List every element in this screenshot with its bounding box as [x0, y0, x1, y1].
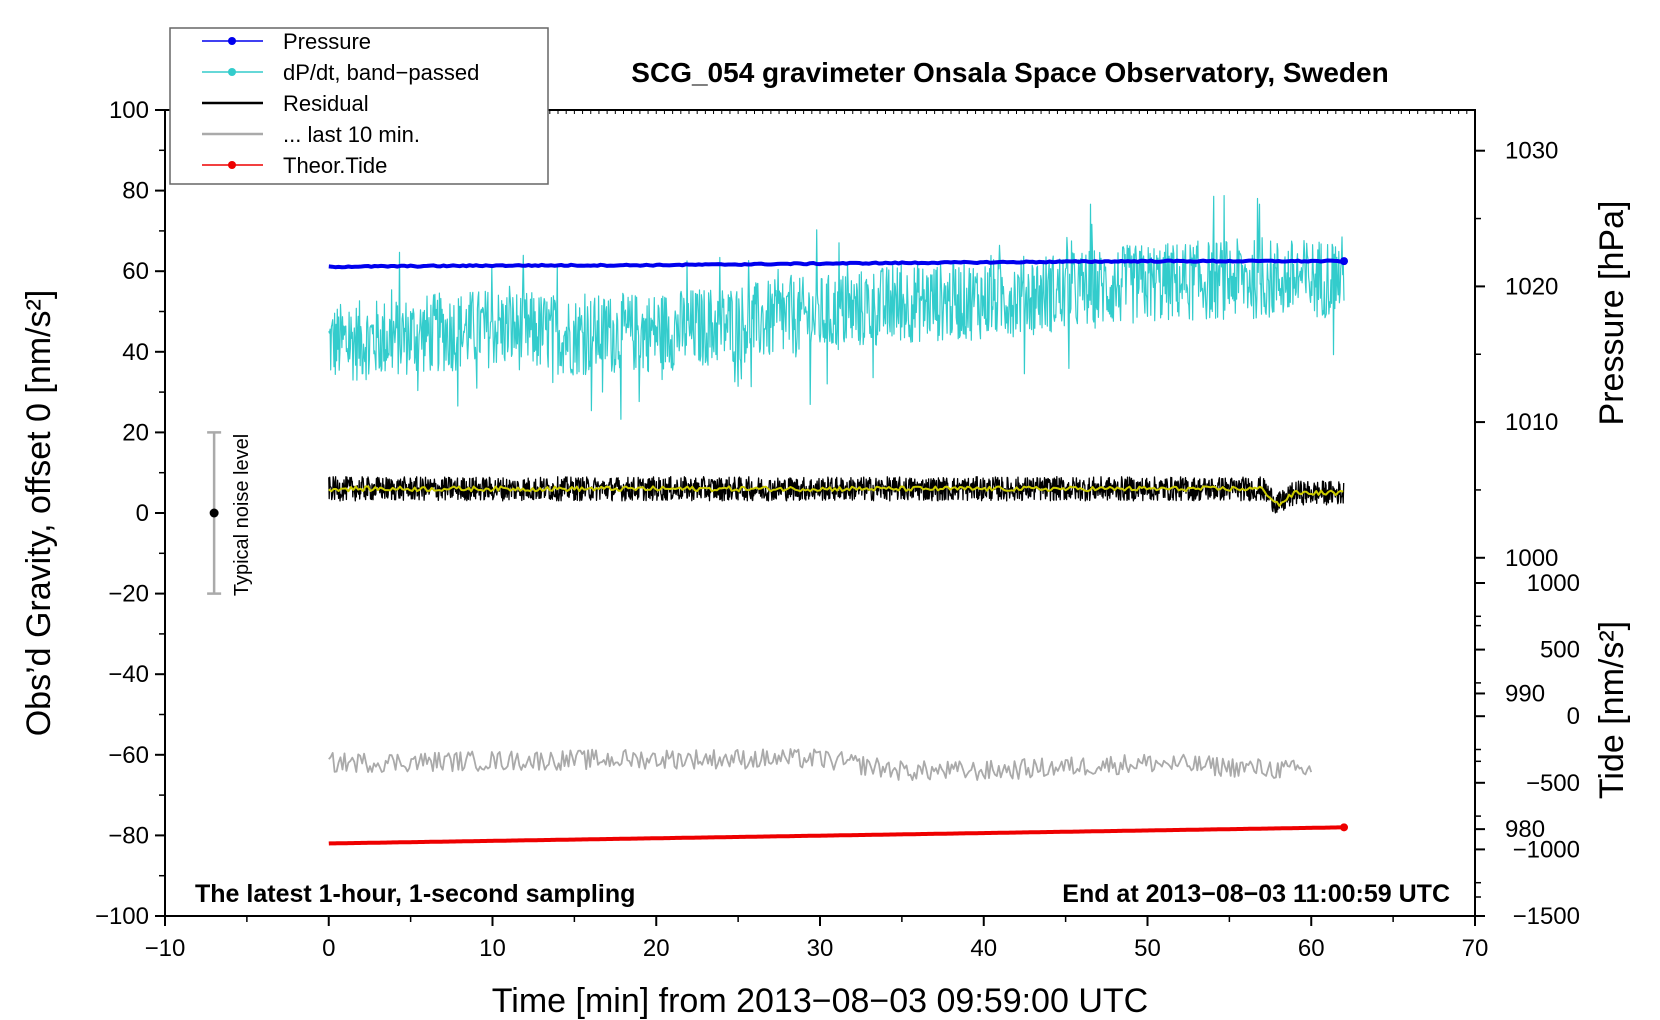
chart-title: SCG_054 gravimeter Onsala Space Observat… — [631, 57, 1388, 88]
y-tick-label: 0 — [136, 500, 149, 527]
tide-tick-label: −1500 — [1513, 903, 1580, 930]
y-tick-label: −80 — [108, 822, 149, 849]
legend-label: Residual — [283, 91, 369, 116]
plot-frame — [164, 109, 1476, 917]
legend-label: ... last 10 min. — [283, 122, 420, 147]
x-tick-label: 10 — [479, 935, 506, 962]
y-axis-label-left: Obs’d Gravity, offset 0 [nm/s²] — [20, 290, 58, 737]
y-tick-label: −60 — [108, 742, 149, 769]
pressure-tick-label: 1000 — [1505, 545, 1558, 572]
legend-label: dP/dt, band−passed — [283, 60, 479, 85]
series-residual-smoothed-line — [328, 485, 1344, 507]
x-tick-label: 40 — [970, 935, 997, 962]
pressure-tick-label: 1020 — [1505, 273, 1558, 300]
y-tick-label: 60 — [122, 258, 149, 285]
y-axis-label-tide: Tide [nm/s²] — [1593, 621, 1631, 799]
x-tick-label: 50 — [1134, 935, 1161, 962]
tide-tick-label: 500 — [1540, 637, 1580, 664]
pressure-tick-label: 1030 — [1505, 138, 1558, 165]
series-residual-line — [328, 476, 1345, 514]
axes-layer: −10 0 10 20 30 40 50 60 70−100−80−60−40−20020406… — [95, 97, 1580, 962]
y-tick-label: 20 — [122, 419, 149, 446]
y-tick-label: −20 — [108, 581, 149, 608]
legend-label: Pressure — [283, 29, 371, 54]
annotation-end-time: End at 2013−08−03 11:00:59 UTC — [1062, 880, 1450, 908]
x-tick-label: 70 — [1462, 935, 1489, 962]
pressure-tick-label: 980 — [1505, 816, 1545, 843]
legend-marker — [228, 68, 236, 76]
noise-bar-center-dot — [209, 508, 219, 518]
pressure-tick-label: 1010 — [1505, 409, 1558, 436]
series-dp-dt-band-passed-line — [328, 195, 1345, 420]
y-axis-label-pressure: Pressure [hPa] — [1593, 201, 1631, 426]
y-tick-label: 40 — [122, 339, 149, 366]
legend-label: Theor.Tide — [283, 153, 387, 178]
noise-level-label: Typical noise level — [231, 434, 253, 596]
legend-box — [169, 27, 549, 185]
annotation-latest-hour: The latest 1-hour, 1-second sampling — [195, 880, 635, 908]
tide-tick-label: −500 — [1526, 770, 1580, 797]
legend-marker — [228, 161, 236, 169]
series-end-marker — [1340, 823, 1348, 832]
tide-tick-label: −1000 — [1513, 836, 1580, 863]
pressure-tick-label: 990 — [1505, 680, 1545, 707]
legend: Pressure dP/dt, band−passed Residual ... la… — [169, 27, 549, 185]
legend-marker — [228, 37, 236, 45]
y-tick-label: −100 — [95, 903, 149, 930]
series-end-marker — [1340, 257, 1348, 266]
y-tick-label: 80 — [122, 178, 149, 205]
x-tick-label: 20 — [643, 935, 670, 962]
x-tick-label: 0 — [322, 935, 335, 962]
y-tick-label: 100 — [109, 97, 149, 124]
series-theor-tide-line — [328, 825, 1345, 846]
tide-tick-label: 1000 — [1527, 570, 1580, 597]
series-last-10-min-line — [328, 748, 1313, 781]
plot-layer — [207, 195, 1348, 846]
x-tick-label: 60 — [1298, 935, 1325, 962]
x-tick-label: 30 — [807, 935, 834, 962]
tide-tick-label: 0 — [1567, 703, 1580, 730]
y-tick-label: −40 — [108, 661, 149, 688]
x-tick-label: −10 — [145, 935, 186, 962]
x-axis-label: Time [min] from 2013−08−03 09:59:00 UTC — [492, 982, 1148, 1020]
series-pressure-line — [328, 258, 1345, 270]
